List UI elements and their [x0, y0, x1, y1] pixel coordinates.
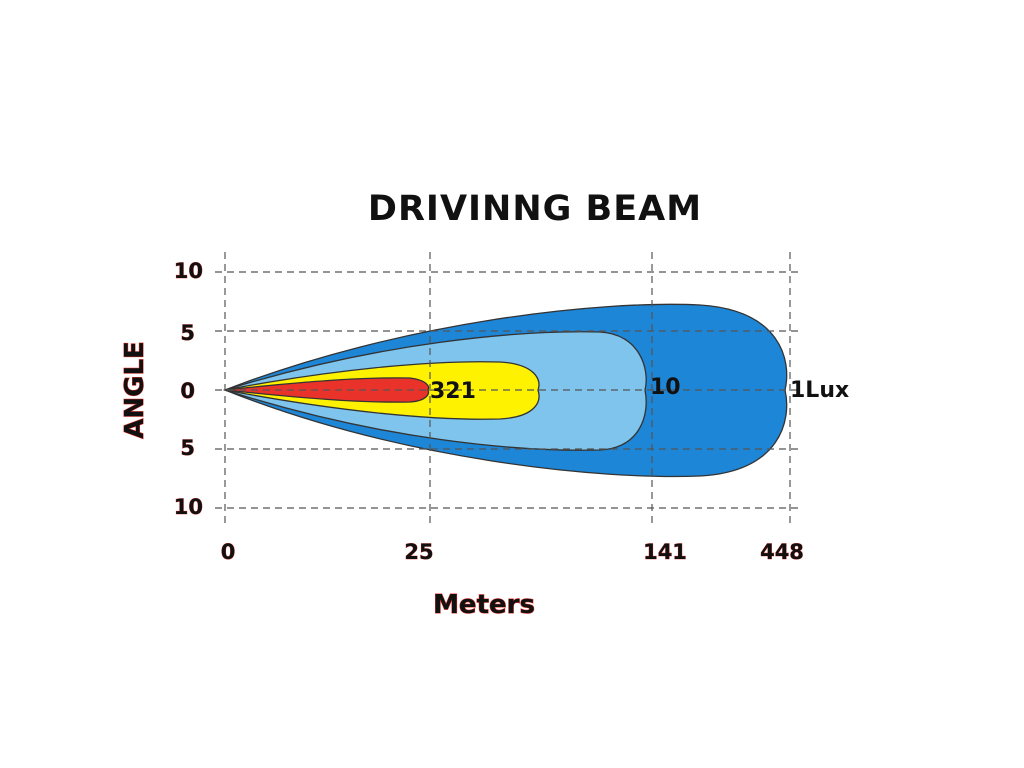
contour-label: 1Lux — [790, 378, 849, 403]
y-tick-label: 5 — [180, 321, 195, 345]
contour-label: 321 — [430, 379, 476, 404]
y-tick-label: 0 — [180, 379, 195, 403]
y-axis-label: ANGLE — [120, 341, 150, 439]
x-tick-label: 0 — [221, 540, 236, 564]
y-tick-label: 10 — [174, 495, 203, 519]
x-axis-label: Meters — [433, 590, 535, 620]
y-tick-label: 10 — [174, 259, 203, 283]
y-tick-label: 5 — [180, 436, 195, 460]
title: DRIVINNG BEAM — [368, 189, 702, 229]
x-tick-label: 25 — [404, 540, 433, 564]
contour-label: 10 — [650, 375, 681, 400]
labels: 10 5 0 5 10 0 25 141 448 Meters ANGLE 32… — [120, 259, 850, 621]
x-tick-label: 448 — [760, 540, 804, 564]
grid — [215, 252, 800, 528]
x-tick-label: 141 — [643, 540, 687, 564]
